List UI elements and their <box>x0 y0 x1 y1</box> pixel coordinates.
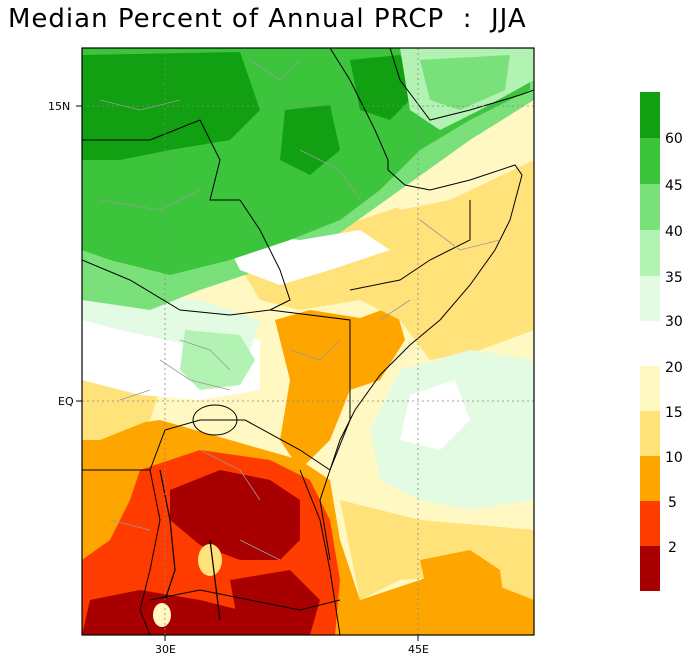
orange-east-highlands <box>275 305 405 470</box>
cb-box-green-1 <box>640 92 660 138</box>
cb-label-30: 30 <box>665 314 683 330</box>
border-south-sudan <box>82 259 271 316</box>
pale-yellow-horn <box>380 110 534 210</box>
dark-red-south-blob <box>230 570 320 635</box>
dark-red-south-zone <box>170 470 300 560</box>
light-green-uganda <box>180 330 255 390</box>
cb-box-warm-4 <box>640 501 660 546</box>
red-sea-east-coast <box>389 48 534 121</box>
cb-box-warm-1 <box>640 366 660 411</box>
lat-label-eq: EQ <box>58 395 74 408</box>
boundary-lines <box>82 48 534 635</box>
cb-box-warm-5 <box>640 546 660 591</box>
cb-label-2: 2 <box>668 540 677 556</box>
cb-label-15: 15 <box>665 405 683 421</box>
cb-box-green-2 <box>640 138 660 184</box>
lake-malawi <box>209 539 221 621</box>
border-zambia <box>149 589 341 611</box>
coastline-east-africa <box>319 164 523 561</box>
lon-label-30e: 30E <box>155 643 176 656</box>
lon-label-45e: 45E <box>408 643 429 656</box>
axis-ticks <box>76 105 419 641</box>
dark-green-ethiopia <box>280 105 340 175</box>
cb-label-10: 10 <box>665 450 683 466</box>
border-ethiopia-somalia <box>349 200 471 291</box>
border-tanzania <box>149 419 245 471</box>
admin-lines <box>99 59 501 561</box>
yellow-horn-band <box>230 150 534 360</box>
border-kenya <box>244 309 351 471</box>
cb-box-warm-3 <box>640 456 660 501</box>
cb-box-green-5 <box>640 276 660 321</box>
white-coast <box>400 380 470 450</box>
map-title: Median Percent of Annual PRCP : JJA <box>8 4 527 34</box>
yellow-lake-blob <box>198 544 222 576</box>
cb-label-35: 35 <box>665 270 683 286</box>
map-field <box>82 48 534 635</box>
red-sea-west-coast <box>329 48 389 170</box>
colorbar: 60 45 40 35 30 20 15 10 5 2 <box>640 92 683 591</box>
cb-box-warm-2 <box>640 411 660 456</box>
border-drc <box>82 469 161 635</box>
cb-box-green-4 <box>640 230 660 276</box>
cb-label-40: 40 <box>665 224 683 240</box>
cb-label-20: 20 <box>665 360 683 376</box>
dark-green-eritrea <box>350 55 420 120</box>
dark-green-sudan <box>82 52 260 160</box>
lake-victoria <box>192 404 238 436</box>
lat-label-15n: 15N <box>48 100 70 113</box>
grid-lines <box>82 48 534 635</box>
cb-box-green-3 <box>640 184 660 230</box>
border-sudan-north <box>82 119 240 201</box>
cb-label-5: 5 <box>668 495 677 511</box>
mid-green-red-sea <box>420 55 510 110</box>
map-frame <box>81 47 535 636</box>
border-sudan-ethiopia <box>239 199 291 311</box>
yellow-lake-blob-2 <box>153 603 171 627</box>
border-mozambique <box>299 469 341 635</box>
cb-label-60: 60 <box>665 131 683 147</box>
orange-south-east-blob <box>420 550 505 620</box>
cb-label-45: 45 <box>665 178 683 194</box>
